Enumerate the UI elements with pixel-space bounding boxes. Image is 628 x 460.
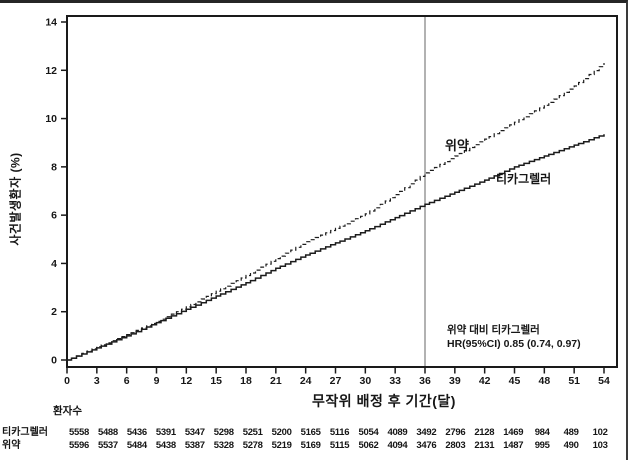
risk-count: 3476	[416, 440, 437, 451]
risk-count: 5347	[184, 427, 205, 438]
y-tick-label: 0	[51, 355, 57, 367]
x-tick-label: 51	[568, 375, 580, 387]
risk-count: 5488	[97, 427, 118, 438]
risk-count: 5165	[300, 427, 321, 438]
risk-count: 5391	[155, 427, 176, 438]
curve-ticagrelor	[67, 134, 605, 361]
risk-count: 3492	[416, 427, 437, 438]
risk-count: 489	[563, 427, 579, 438]
y-tick-label: 4	[51, 258, 57, 270]
risk-count: 5328	[213, 440, 234, 451]
annotation-hr-line: HR(95%CI) 0.85 (0.74, 0.97)	[447, 338, 581, 350]
curve-label-ticagrelor: 티카그렐러	[496, 172, 552, 186]
risk-count: 5251	[242, 427, 263, 438]
x-tick-label: 6	[124, 375, 130, 387]
risk-count: 4089	[387, 427, 408, 438]
curve-label-placebo: 위약	[445, 138, 469, 153]
risk-count: 2128	[474, 427, 495, 438]
risk-row-label-ticagrelor: 티카그렐러	[2, 427, 48, 438]
y-tick-label: 6	[51, 210, 57, 222]
hazard-ratio-annotation: 위약 대비 티카그렐러 HR(95%CI) 0.85 (0.74, 0.97)	[447, 323, 581, 351]
x-tick-label: 33	[389, 375, 401, 387]
risk-count: 1469	[503, 427, 524, 438]
y-tick-label: 12	[45, 65, 57, 77]
curve-placebo	[67, 63, 605, 361]
risk-count: 5484	[126, 440, 147, 451]
risk-count: 984	[534, 427, 550, 438]
y-tick-label: 2	[51, 306, 57, 318]
y-tick-label: 8	[51, 161, 57, 173]
risk-count: 5298	[213, 427, 234, 438]
x-tick-label: 24	[300, 375, 312, 387]
risk-count: 5278	[242, 440, 263, 451]
x-tick-label: 27	[330, 375, 342, 387]
risk-count: 5169	[300, 440, 321, 451]
risk-count: 5596	[69, 440, 89, 451]
x-tick-label: 45	[509, 375, 521, 387]
risk-count: 5200	[271, 427, 292, 438]
risk-count: 5219	[271, 440, 292, 451]
x-tick-label: 54	[598, 375, 610, 387]
annotation-comparison-line: 위약 대비 티카그렐러	[447, 324, 540, 336]
risk-count: 2803	[445, 440, 466, 451]
risk-count: 5116	[329, 427, 350, 438]
y-axis-label: 사건발생환자 (%)	[8, 152, 23, 246]
x-tick-label: 21	[270, 375, 282, 387]
risk-count: 1487	[503, 440, 524, 451]
x-tick-label: 42	[479, 375, 491, 387]
risk-count: 5436	[126, 427, 147, 438]
risk-count: 5387	[184, 440, 205, 451]
risk-table-header: 환자수	[53, 405, 82, 417]
risk-count: 4094	[387, 440, 408, 451]
y-tick-label: 14	[45, 17, 57, 29]
risk-row-label-placebo: 위약	[2, 440, 21, 451]
x-tick-label: 15	[210, 375, 222, 387]
risk-count: 103	[592, 440, 608, 451]
x-tick-label: 48	[538, 375, 550, 387]
risk-count: 490	[563, 440, 579, 451]
risk-count: 2131	[474, 440, 495, 451]
x-tick-label: 0	[64, 375, 70, 387]
x-tick-label: 3	[94, 375, 100, 387]
risk-count: 5438	[155, 440, 176, 451]
x-tick-label: 12	[180, 375, 192, 387]
risk-count: 5115	[329, 440, 350, 451]
x-axis-label: 무작위 배정 후 기간(달)	[312, 393, 456, 409]
x-tick-label: 39	[449, 375, 461, 387]
risk-count: 995	[534, 440, 550, 451]
plot-frame	[66, 15, 618, 368]
risk-count: 2796	[445, 427, 466, 438]
risk-count: 5537	[97, 440, 118, 451]
x-tick-label: 18	[240, 375, 252, 387]
risk-count: 102	[592, 427, 608, 438]
risk-count: 5062	[358, 440, 379, 451]
x-tick-label: 9	[154, 375, 160, 387]
risk-count: 5558	[69, 427, 89, 438]
y-tick-label: 10	[45, 113, 57, 125]
x-tick-label: 30	[359, 375, 371, 387]
x-tick-label: 36	[419, 375, 431, 387]
risk-count: 5054	[358, 427, 379, 438]
